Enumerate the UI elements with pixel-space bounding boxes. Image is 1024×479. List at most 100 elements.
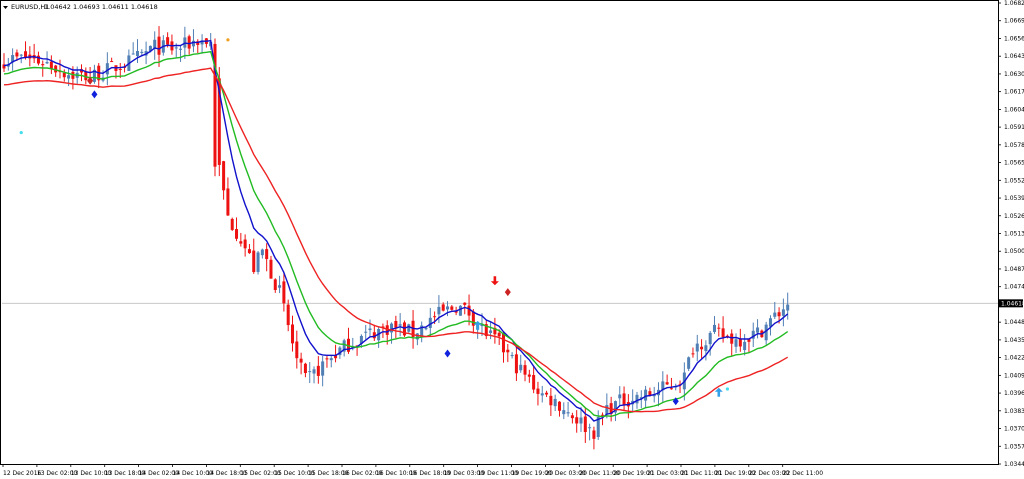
candle-body: [402, 322, 406, 336]
arrow-up-icon: [473, 320, 482, 330]
candle-body: [179, 48, 183, 50]
candle-body: [428, 317, 432, 328]
y-tick-label: 1.06820: [1004, 0, 1024, 7]
candle-body: [497, 332, 501, 337]
candle-body: [700, 346, 704, 350]
candle-body: [308, 371, 312, 373]
signal-diamond-icon: [91, 90, 98, 99]
y-axis: 1.06820 1.06690 1.06560 1.06430 1.06300 1.061…: [998, 0, 1024, 468]
candle-body: [54, 65, 58, 73]
candle-body: [278, 285, 282, 288]
candle-body: [691, 353, 695, 355]
candle-body: [398, 324, 402, 326]
candle-body: [394, 320, 398, 328]
candle-body: [316, 365, 320, 376]
x-tick-label: 19 Dec 11:00: [478, 470, 519, 477]
candle-body: [390, 323, 394, 333]
candle-body: [471, 311, 475, 326]
candle-body: [303, 363, 307, 374]
candle-body: [174, 47, 178, 49]
candle-body: [49, 61, 53, 69]
x-tick-label: 22 Dec 11:00: [783, 470, 824, 477]
candle-body: [273, 279, 277, 291]
candle-body: [239, 241, 243, 244]
signal-dot-icon: [19, 130, 23, 135]
candle-body: [777, 312, 781, 317]
candle-body: [695, 343, 699, 352]
x-tick-label: 14 Dec 02:00: [139, 470, 180, 477]
candle-body: [140, 51, 144, 53]
signal-dot-icon: [725, 387, 730, 391]
candle-body: [592, 430, 596, 439]
current-price-box: [999, 299, 1023, 308]
y-tick-label: 1.04350: [1004, 337, 1024, 344]
candle-body: [24, 51, 28, 59]
y-tick-label: 1.03830: [1004, 408, 1024, 415]
candle-body: [764, 324, 768, 341]
moving-averages: [3, 39, 789, 422]
candle-body: [743, 341, 747, 351]
candle-body: [441, 304, 445, 311]
candle-body: [687, 357, 691, 369]
candle-body: [562, 410, 566, 415]
candle-body: [415, 333, 419, 340]
candle-body: [514, 354, 518, 374]
y-tick-label: 1.04870: [1004, 266, 1024, 273]
candle-body: [312, 369, 316, 374]
y-tick-label: 1.06170: [1004, 89, 1024, 96]
candle-body: [247, 249, 251, 254]
x-tick-label: 12 Dec 2016: [3, 470, 42, 477]
signal-diamond-icon: [444, 349, 451, 358]
y-tick-label: 1.06300: [1004, 71, 1024, 78]
y-tick-label: 1.05520: [1004, 177, 1024, 184]
x-tick-label: 15 Dec 10:00: [274, 470, 315, 477]
candle-body: [501, 333, 506, 353]
candle-body: [747, 339, 751, 342]
candle-body: [493, 327, 497, 335]
candle-body: [334, 354, 338, 359]
candle-body: [618, 394, 622, 399]
candle-body: [84, 71, 88, 81]
x-tick-label: 21 Dec 19:00: [715, 470, 756, 477]
candle-body: [15, 52, 19, 57]
y-tick-label: 1.06430: [1004, 53, 1024, 60]
dropdown-triangle-icon[interactable]: [3, 6, 8, 9]
candle-body: [704, 345, 708, 352]
candle-body: [730, 333, 734, 344]
candle-body: [299, 358, 303, 363]
candle-body: [265, 249, 269, 260]
candle-body: [260, 249, 264, 256]
candle-body: [639, 397, 643, 399]
candle-body: [613, 401, 617, 413]
y-tick-label: 1.03570: [1004, 443, 1024, 450]
candle-body: [342, 340, 346, 352]
candle-body: [295, 341, 299, 359]
candle-body: [256, 252, 260, 272]
candle-body: [665, 382, 669, 385]
candle-body: [661, 381, 665, 391]
candle-body: [45, 62, 49, 64]
fast_ma-line: [3, 39, 789, 422]
y-tick-label: 1.05650: [1004, 160, 1024, 167]
candle-body: [282, 281, 286, 304]
candle-body: [433, 316, 437, 318]
candle-body: [450, 306, 454, 310]
candle-body: [523, 365, 527, 375]
candle-body: [243, 239, 247, 249]
arrow-up-icon: [714, 387, 723, 397]
candle-body: [549, 395, 553, 406]
candle-body: [329, 358, 333, 361]
x-tick-label: 13 Dec 02:00: [37, 470, 78, 477]
candle-body: [41, 64, 45, 66]
candle-body: [217, 78, 221, 165]
candle-body: [153, 39, 157, 49]
y-tick-label: 1.04220: [1004, 355, 1024, 362]
candle-body: [454, 311, 458, 313]
signal-diamond-icon: [672, 397, 679, 406]
candle-body: [463, 302, 467, 305]
candle-body: [708, 332, 712, 345]
chart-header: EURUSD,H1 1.04642 1.04693 1.04611 1.0461…: [3, 3, 158, 11]
candle-body: [738, 338, 742, 347]
